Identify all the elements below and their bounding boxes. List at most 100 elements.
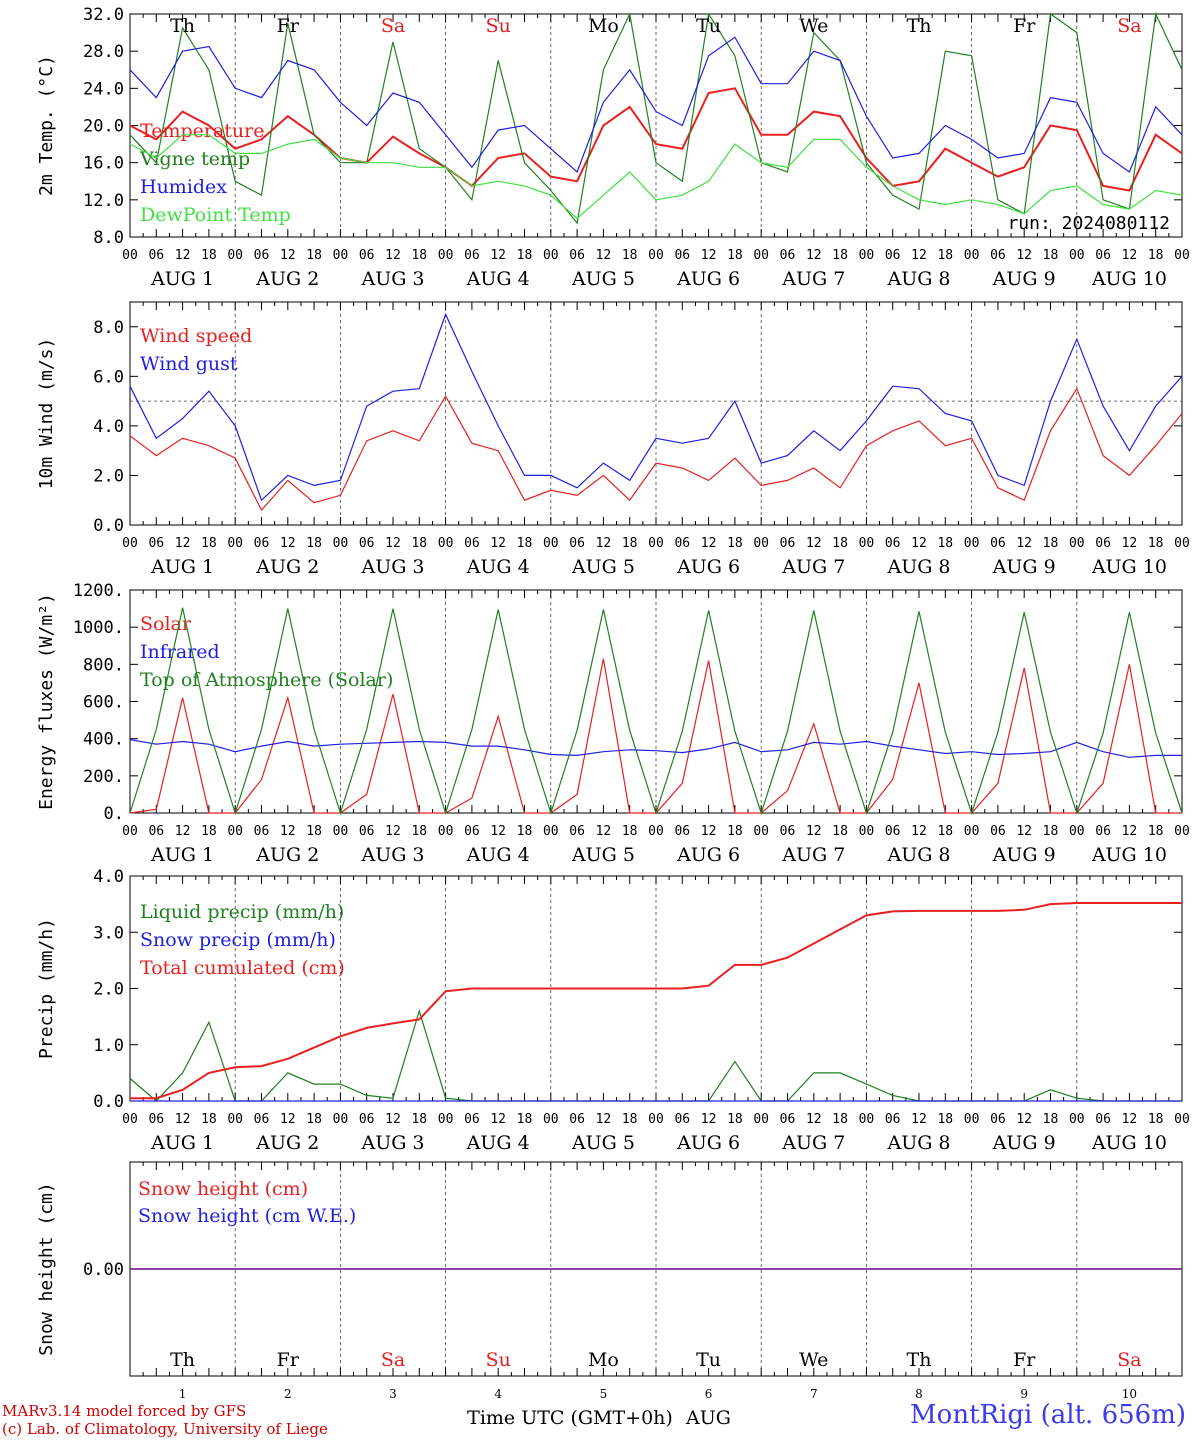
hour-tick-label: 06 bbox=[885, 824, 901, 839]
hour-tick-label: 12 bbox=[701, 248, 717, 263]
hour-tick-label: 00 bbox=[543, 1112, 559, 1127]
y-tick-label: 0.0 bbox=[93, 1092, 124, 1112]
hour-tick-label: 06 bbox=[359, 248, 375, 263]
hour-tick-label: 18 bbox=[832, 536, 848, 551]
y-tick-label: 8.0 bbox=[93, 318, 124, 338]
legend-entry: Wind gust bbox=[140, 353, 238, 375]
day-number: 6 bbox=[705, 1387, 713, 1401]
hour-tick-label: 00 bbox=[438, 824, 454, 839]
hour-tick-label: 12 bbox=[280, 1112, 296, 1127]
day-number: 5 bbox=[600, 1387, 608, 1401]
hour-tick-label: 06 bbox=[674, 248, 690, 263]
hour-tick-label: 06 bbox=[780, 824, 796, 839]
hour-tick-label: 06 bbox=[885, 1112, 901, 1127]
hour-tick-label: 18 bbox=[411, 1112, 427, 1127]
hour-tick-label: 12 bbox=[385, 248, 401, 263]
y-tick-label: 800. bbox=[83, 655, 124, 675]
day-abbrev: Sa bbox=[381, 1349, 405, 1371]
y-tick-label: 3.0 bbox=[93, 923, 124, 943]
hour-tick-label: 00 bbox=[543, 536, 559, 551]
legend-entry: Top of Atmosphere (Solar) bbox=[140, 669, 393, 691]
day-number: 8 bbox=[915, 1387, 923, 1401]
hour-tick-label: 00 bbox=[122, 824, 138, 839]
hour-tick-label: 18 bbox=[937, 824, 953, 839]
hour-tick-label: 06 bbox=[148, 248, 164, 263]
day-abbrev: Mo bbox=[588, 1349, 619, 1371]
day-number: 4 bbox=[494, 1387, 502, 1401]
date-label: AUG 4 bbox=[466, 268, 530, 290]
hour-tick-label: 18 bbox=[306, 1112, 322, 1127]
date-label: AUG 3 bbox=[360, 556, 424, 578]
hour-tick-label: 18 bbox=[201, 248, 217, 263]
hour-tick-label: 12 bbox=[911, 824, 927, 839]
date-label: AUG 5 bbox=[571, 1132, 635, 1154]
day-abbrev: Fr bbox=[1013, 1349, 1036, 1371]
series-line-total-cumulated-cm- bbox=[130, 902, 1182, 1100]
hour-tick-label: 00 bbox=[1174, 1112, 1190, 1127]
hour-tick-label: 18 bbox=[727, 248, 743, 263]
hour-tick-label: 06 bbox=[569, 248, 585, 263]
hour-tick-label: 06 bbox=[359, 1112, 375, 1127]
hour-tick-label: 06 bbox=[569, 536, 585, 551]
hour-tick-label: 18 bbox=[411, 248, 427, 263]
hour-tick-label: 00 bbox=[1174, 824, 1190, 839]
hour-tick-label: 00 bbox=[543, 248, 559, 263]
y-tick-label: 0. bbox=[104, 804, 124, 824]
panel-frame bbox=[129, 589, 1183, 814]
y-tick-label: 200. bbox=[83, 767, 124, 787]
hour-tick-label: 06 bbox=[780, 1112, 796, 1127]
panel-1: 8.0 12.0 16.0 20.0 24.0 28.0 32.0 2m Temp. (°C)… bbox=[36, 5, 1190, 290]
hour-tick-label: 06 bbox=[780, 248, 796, 263]
y-tick-label: 1200. bbox=[73, 581, 124, 601]
date-label: AUG 10 bbox=[1091, 844, 1167, 866]
date-label: AUG 1 bbox=[150, 1132, 214, 1154]
date-label: AUG 8 bbox=[886, 844, 950, 866]
panel-2: 0.0 2.0 4.0 6.0 8.0 10m Wind (m/s) Wind speed W… bbox=[36, 301, 1190, 578]
hour-tick-label: 06 bbox=[464, 824, 480, 839]
y-tick-label: 16.0 bbox=[83, 154, 124, 174]
date-label: AUG 9 bbox=[992, 268, 1056, 290]
y-tick-label: 4.0 bbox=[93, 867, 124, 887]
hour-tick-label: 12 bbox=[1122, 248, 1138, 263]
hour-tick-label: 06 bbox=[674, 1112, 690, 1127]
hour-tick-label: 12 bbox=[1016, 536, 1032, 551]
x-axis-month: AUG bbox=[685, 1407, 731, 1429]
date-label: AUG 8 bbox=[886, 268, 950, 290]
legend-entry: Wind speed bbox=[140, 325, 252, 347]
hour-tick-label: 00 bbox=[859, 1112, 875, 1127]
day-number: 10 bbox=[1122, 1387, 1137, 1401]
date-label: AUG 3 bbox=[360, 844, 424, 866]
hour-tick-label: 12 bbox=[806, 824, 822, 839]
day-abbrev: We bbox=[799, 15, 828, 37]
hour-tick-label: 18 bbox=[832, 248, 848, 263]
date-label: AUG 6 bbox=[676, 844, 740, 866]
hour-tick-label: 00 bbox=[1069, 824, 1085, 839]
day-abbrev: Fr bbox=[277, 1349, 300, 1371]
hour-tick-label: 06 bbox=[464, 1112, 480, 1127]
hour-tick-label: 06 bbox=[674, 536, 690, 551]
hour-tick-label: 06 bbox=[990, 824, 1006, 839]
date-label: AUG 2 bbox=[255, 844, 319, 866]
hour-tick-label: 18 bbox=[517, 248, 533, 263]
y-tick-label: 600. bbox=[83, 693, 124, 713]
hour-tick-label: 18 bbox=[727, 536, 743, 551]
panel-frame bbox=[129, 301, 1183, 526]
date-label: AUG 6 bbox=[676, 1132, 740, 1154]
hour-tick-label: 18 bbox=[306, 536, 322, 551]
date-label: AUG 7 bbox=[781, 1132, 845, 1154]
date-label: AUG 9 bbox=[992, 556, 1056, 578]
hour-tick-label: 18 bbox=[622, 824, 638, 839]
y-axis-title: Energy fluxes (W/m²) bbox=[36, 593, 57, 810]
hour-tick-label: 18 bbox=[622, 248, 638, 263]
date-label: AUG 1 bbox=[150, 268, 214, 290]
hour-tick-label: 18 bbox=[517, 1112, 533, 1127]
y-axis-title: 2m Temp. (°C) bbox=[36, 55, 57, 196]
hour-tick-label: 18 bbox=[411, 536, 427, 551]
y-tick-label: 2.0 bbox=[93, 466, 124, 486]
hour-tick-label: 18 bbox=[727, 1112, 743, 1127]
hour-tick-label: 06 bbox=[885, 536, 901, 551]
day-abbrev: Tu bbox=[696, 1349, 721, 1371]
hour-tick-label: 00 bbox=[753, 824, 769, 839]
hour-tick-label: 06 bbox=[1095, 248, 1111, 263]
legend-entry: Solar bbox=[140, 613, 192, 635]
